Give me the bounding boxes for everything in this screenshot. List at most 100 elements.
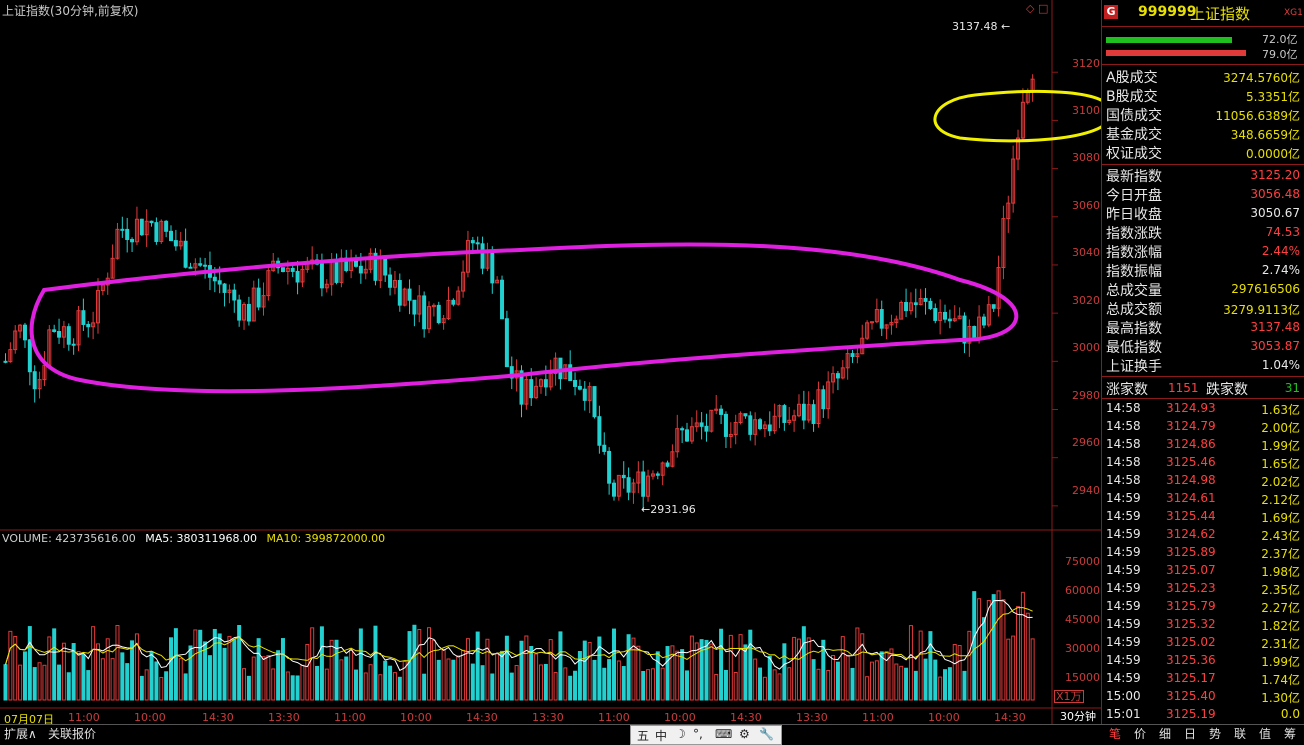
price-tick: 2940 [1072, 484, 1100, 497]
candle-body [923, 298, 928, 302]
panel-tab[interactable]: 联 [1233, 727, 1246, 741]
sell-volume-bar [1106, 50, 1246, 56]
volume-bar [582, 640, 587, 701]
ime-moon-icon[interactable]: ☽ [675, 727, 686, 741]
volume-bar [762, 676, 767, 701]
volume-bar [728, 634, 733, 701]
candle-body [368, 252, 373, 270]
panel-tab[interactable]: 筹 [1283, 727, 1296, 741]
turnover-label: B股成交 [1106, 89, 1158, 105]
volume-bar [835, 661, 840, 701]
volume-bar [782, 643, 787, 701]
tick-price: 3125.07 [1166, 563, 1216, 577]
stat-value: 74.53 [1265, 225, 1300, 239]
sell-volume-value: 79.0亿 [1262, 48, 1298, 61]
tick-price: 3125.36 [1166, 653, 1216, 667]
candle-body [660, 462, 665, 476]
candle-body [904, 302, 909, 312]
related-quotes-tab[interactable]: 关联报价 [48, 727, 97, 741]
volume-bar [1016, 606, 1021, 701]
time-label: 14:30 [994, 711, 1026, 724]
candle-body [587, 386, 592, 401]
candle-body [52, 329, 57, 333]
candle-body [680, 428, 685, 431]
stat-value: 3056.48 [1250, 187, 1300, 201]
time-label: 13:30 [268, 711, 300, 724]
volume-bar [32, 667, 37, 701]
tick-time: 14:58 [1106, 419, 1141, 433]
candle-body [115, 228, 120, 259]
ime-chinese-icon[interactable]: 中 [655, 729, 668, 743]
price-tick: 3080 [1072, 151, 1100, 164]
expand-tab[interactable]: 扩展∧ [4, 727, 37, 741]
candle-body [246, 303, 251, 322]
time-label: 11:00 [68, 711, 100, 724]
candle-body [928, 300, 933, 310]
volume-bar [490, 673, 495, 701]
candle-body [577, 385, 582, 390]
volume-bar [495, 653, 500, 701]
candle-body [436, 304, 441, 324]
volume-bar [27, 626, 32, 701]
tick-row: 14:59 3125.02 2.31亿 [1106, 635, 1302, 653]
tick-time: 14:59 [1106, 653, 1141, 667]
volume-bar [714, 673, 719, 701]
volume-bar [251, 656, 256, 701]
candle-body [743, 413, 748, 417]
panel-tab[interactable]: 值 [1258, 727, 1271, 741]
window-controls-icon[interactable]: ◇ □ [1026, 2, 1049, 15]
annotation-ellipse-magenta [29, 242, 1019, 394]
candle-body [280, 267, 285, 273]
candle-body [631, 482, 636, 493]
chart-title: 上证指数(30分钟,前复权) [2, 4, 139, 18]
ime-wubi-icon[interactable]: 五 [637, 729, 650, 743]
candle-body [558, 357, 563, 380]
ime-wrench-icon[interactable]: 🔧 [759, 727, 774, 741]
candle-body [519, 370, 524, 405]
volume-bar [217, 633, 222, 701]
panel-tab[interactable]: 细 [1158, 727, 1171, 741]
volume-bar [344, 656, 349, 701]
ime-toolbar[interactable]: 五 中 ☽ °, ⌨ ⚙ 🔧 [630, 725, 782, 745]
volume-bar [368, 664, 373, 701]
volume-bar [904, 667, 909, 701]
stat-row: 最低指数 3053.87 [1106, 337, 1302, 356]
panel-tab[interactable]: 价 [1133, 727, 1146, 741]
candle-body [242, 303, 247, 321]
ime-punct-icon[interactable]: °, [693, 727, 703, 741]
ime-keyboard-icon[interactable]: ⌨ [715, 727, 733, 741]
candle-body [811, 404, 816, 424]
tick-price: 3125.23 [1166, 581, 1216, 595]
candle-body [806, 404, 811, 421]
buy-volume-value: 72.0亿 [1262, 33, 1298, 46]
volume-bar [884, 651, 889, 701]
candle-body [125, 228, 130, 240]
candle-body [71, 343, 76, 346]
panel-tab[interactable]: 日 [1183, 727, 1196, 741]
candle-body [758, 419, 763, 430]
turnover-label: 国债成交 [1106, 108, 1162, 124]
volume-bar [227, 635, 232, 701]
tick-time: 14:59 [1106, 581, 1141, 595]
volume-bar [538, 664, 543, 701]
panel-tab[interactable]: 笔 [1108, 727, 1121, 741]
tick-amount: 2.43亿 [1261, 529, 1300, 543]
volume-bar [66, 672, 71, 701]
volume-bar [285, 671, 290, 701]
candle-body [402, 288, 407, 306]
volume-bar [412, 624, 417, 701]
volume-bar [811, 659, 816, 701]
tick-amount: 1.82亿 [1261, 619, 1300, 633]
candle-body [22, 324, 27, 341]
volume-bar [680, 649, 685, 701]
candle-body [738, 413, 743, 424]
up-count-label: 涨家数 [1106, 382, 1148, 398]
candle-body [869, 321, 874, 324]
stat-row: 总成交量 297616506 [1106, 280, 1302, 299]
index-tag: XG1 [1284, 8, 1303, 18]
period-selector[interactable]: 30分钟 [1060, 710, 1096, 723]
panel-tab[interactable]: 势 [1208, 727, 1221, 741]
ime-settings-icon[interactable]: ⚙ [739, 727, 750, 741]
tick-price: 3124.93 [1166, 401, 1216, 415]
